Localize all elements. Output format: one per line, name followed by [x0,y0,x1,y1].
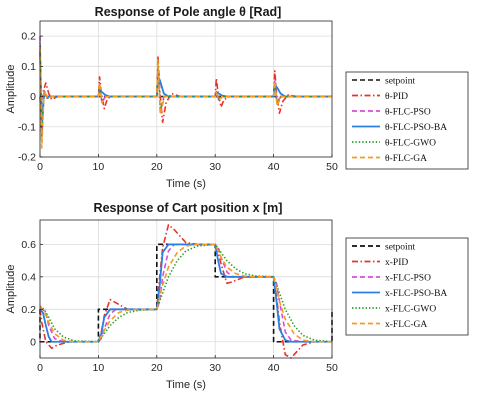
x-tick-label: 0 [37,362,43,374]
cart-position-series [39,224,333,359]
series-line [39,243,332,343]
pole-angle-ylabel: Amplitude [5,65,17,114]
legend-label: θ-FLC-GWO [385,138,436,148]
series-line [39,243,333,343]
cart-position-ticks: 0 10 20 30 40 50 0.6 0.4 0.2 0 [21,239,338,374]
pole-angle-legend-box [345,71,469,170]
x-tick-label: 50 [326,161,338,173]
pole-angle-legend: setpoint θ-PID θ-FLC-PSO θ-FLC-PSO-BA θ-FLC-… [345,71,469,170]
x-tick-label: 40 [268,362,280,374]
cart-position-axes-frame [39,219,333,359]
pole-angle-grid [39,21,333,158]
legend-label: x-PID [385,258,408,268]
y-tick-label: -0.1 [18,121,36,133]
cart-position-xlabel: Time (s) [166,379,206,391]
series-line [39,54,332,137]
cart-position-chart: Response of Cart position x [m] 0 10 20 30 4… [5,201,469,391]
legend-label: x-FLC-PSO-BA [385,289,447,299]
series-line [39,48,332,149]
y-tick-label: 0 [30,336,36,348]
legend-label: θ-FLC-GA [385,154,427,164]
series-line [39,51,332,128]
legend-label: setpoint [385,76,415,86]
legend-label: θ-PID [385,92,408,102]
pole-angle-chart: Response of Pole angle θ [Rad] 0 10 20 30 40… [5,5,469,190]
pole-angle-series [39,36,332,149]
y-tick-label: 0.6 [21,239,36,251]
series-line [39,36,332,134]
x-tick-label: 10 [93,161,105,173]
x-tick-label: 20 [151,161,163,173]
x-tick-label: 30 [209,161,221,173]
legend-label: x-FLC-PSO [385,273,431,283]
x-tick-label: 50 [326,362,338,374]
pole-angle-ticks: 0 10 20 30 40 50 0.2 0.1 0 -0.1 -0.2 [18,31,338,173]
pole-angle-legend-entries: setpoint θ-PID θ-FLC-PSO θ-FLC-PSO-BA θ-FLC-… [352,76,447,164]
y-tick-label: 0.1 [21,61,36,73]
series-line [39,243,332,343]
cart-position-legend: setpoint x-PID x-FLC-PSO x-FLC-PSO-BA x-FLC-… [345,237,469,336]
y-tick-label: 0 [30,91,36,103]
y-tick-label: -0.2 [18,152,36,164]
cart-position-ylabel: Amplitude [5,265,17,314]
legend-label: x-FLC-GWO [385,304,436,314]
cart-position-legend-box [345,237,469,336]
series-line [39,224,332,359]
legend-label: θ-FLC-PSO-BA [385,123,447,133]
series-line [39,243,333,343]
legend-label: θ-FLC-PSO [385,107,431,117]
pole-angle-axes-frame [39,20,333,158]
y-tick-label: 0.2 [21,31,36,43]
x-tick-label: 20 [151,362,163,374]
y-tick-label: 0.4 [21,271,36,283]
cart-position-title: Response of Cart position x [m] [94,201,283,215]
x-tick-label: 10 [93,362,105,374]
cart-position-legend-entries: setpoint x-PID x-FLC-PSO x-FLC-PSO-BA x-FLC-… [352,242,447,330]
series-line [40,243,332,343]
legend-label: setpoint [385,242,415,252]
pole-angle-title: Response of Pole angle θ [Rad] [95,5,282,19]
y-tick-label: 0.2 [21,304,36,316]
pole-angle-xlabel: Time (s) [166,178,206,190]
series-line [39,42,332,140]
x-tick-label: 40 [268,161,280,173]
legend-label: x-FLC-GA [385,320,427,330]
x-tick-label: 30 [209,362,221,374]
x-tick-label: 0 [37,161,43,173]
